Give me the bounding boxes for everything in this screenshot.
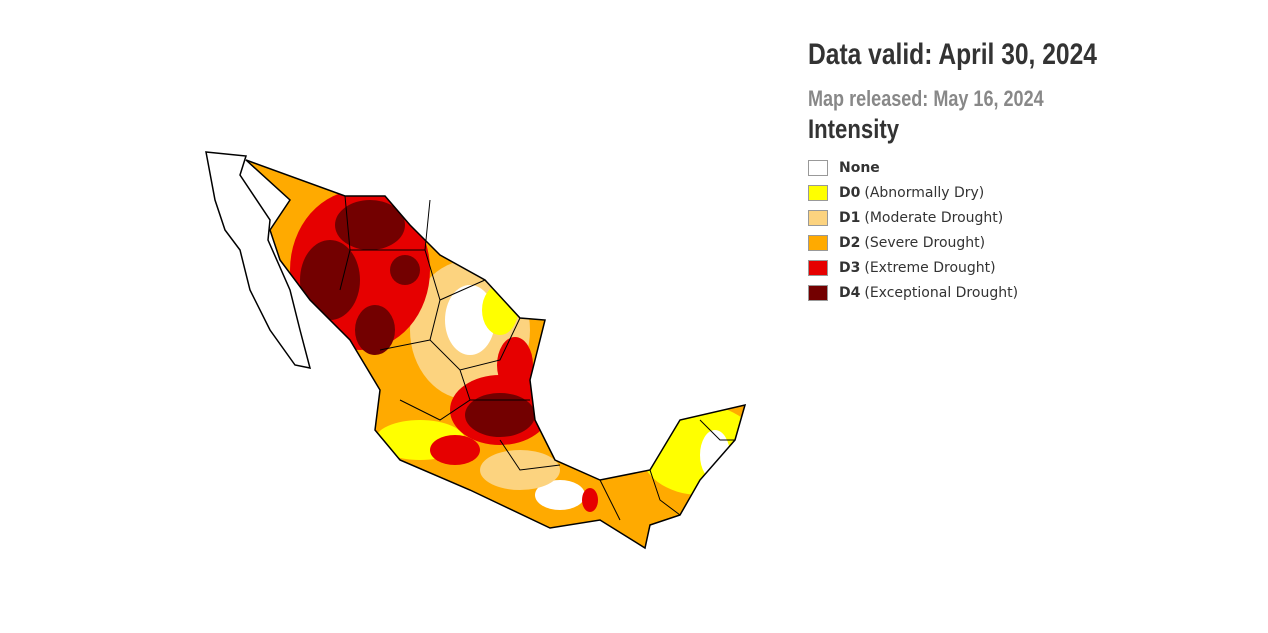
legend-title: Intensity: [808, 114, 900, 144]
legend-item: None: [808, 155, 1248, 180]
legend-code: D2: [839, 234, 861, 251]
map-released: Map released: May 16, 2024: [808, 86, 1044, 111]
legend-item: D2 (Severe Drought): [808, 230, 1248, 255]
legend-code: D0: [839, 184, 861, 201]
legend-swatch: [808, 259, 828, 276]
legend-item: D1 (Moderate Drought): [808, 205, 1248, 230]
baja-california: [205, 151, 312, 369]
legend-panel: Data valid: April 30, 2024 Map released:…: [808, 38, 1248, 305]
legend-label: (Moderate Drought): [864, 209, 1004, 226]
data-valid: Data valid: April 30, 2024: [808, 38, 1097, 71]
legend-label: (Extreme Drought): [864, 259, 996, 276]
legend-label: (Exceptional Drought): [864, 284, 1019, 301]
legend-swatch: [808, 209, 828, 226]
mexico-outline: [245, 159, 747, 550]
drought-areas: [246, 160, 745, 548]
legend-item: D4 (Exceptional Drought): [808, 280, 1248, 305]
legend-code: D1: [839, 209, 861, 226]
legend-label: (Severe Drought): [864, 234, 986, 251]
legend-swatch: [808, 234, 828, 251]
legend-swatch: [808, 284, 828, 301]
legend-code: D3: [839, 259, 861, 276]
legend-code: D4: [839, 284, 861, 301]
legend-label: (Abnormally Dry): [864, 184, 985, 201]
legend-swatch: [808, 159, 828, 176]
legend: None D0 (Abnormally Dry) D1 (Moderate Drough…: [808, 155, 1248, 305]
legend-code: None: [839, 159, 880, 176]
legend-swatch: [808, 184, 828, 201]
state-borders: [339, 195, 735, 521]
legend-item: D0 (Abnormally Dry): [808, 180, 1248, 205]
drought-map: [205, 151, 747, 550]
legend-item: D3 (Extreme Drought): [808, 255, 1248, 280]
